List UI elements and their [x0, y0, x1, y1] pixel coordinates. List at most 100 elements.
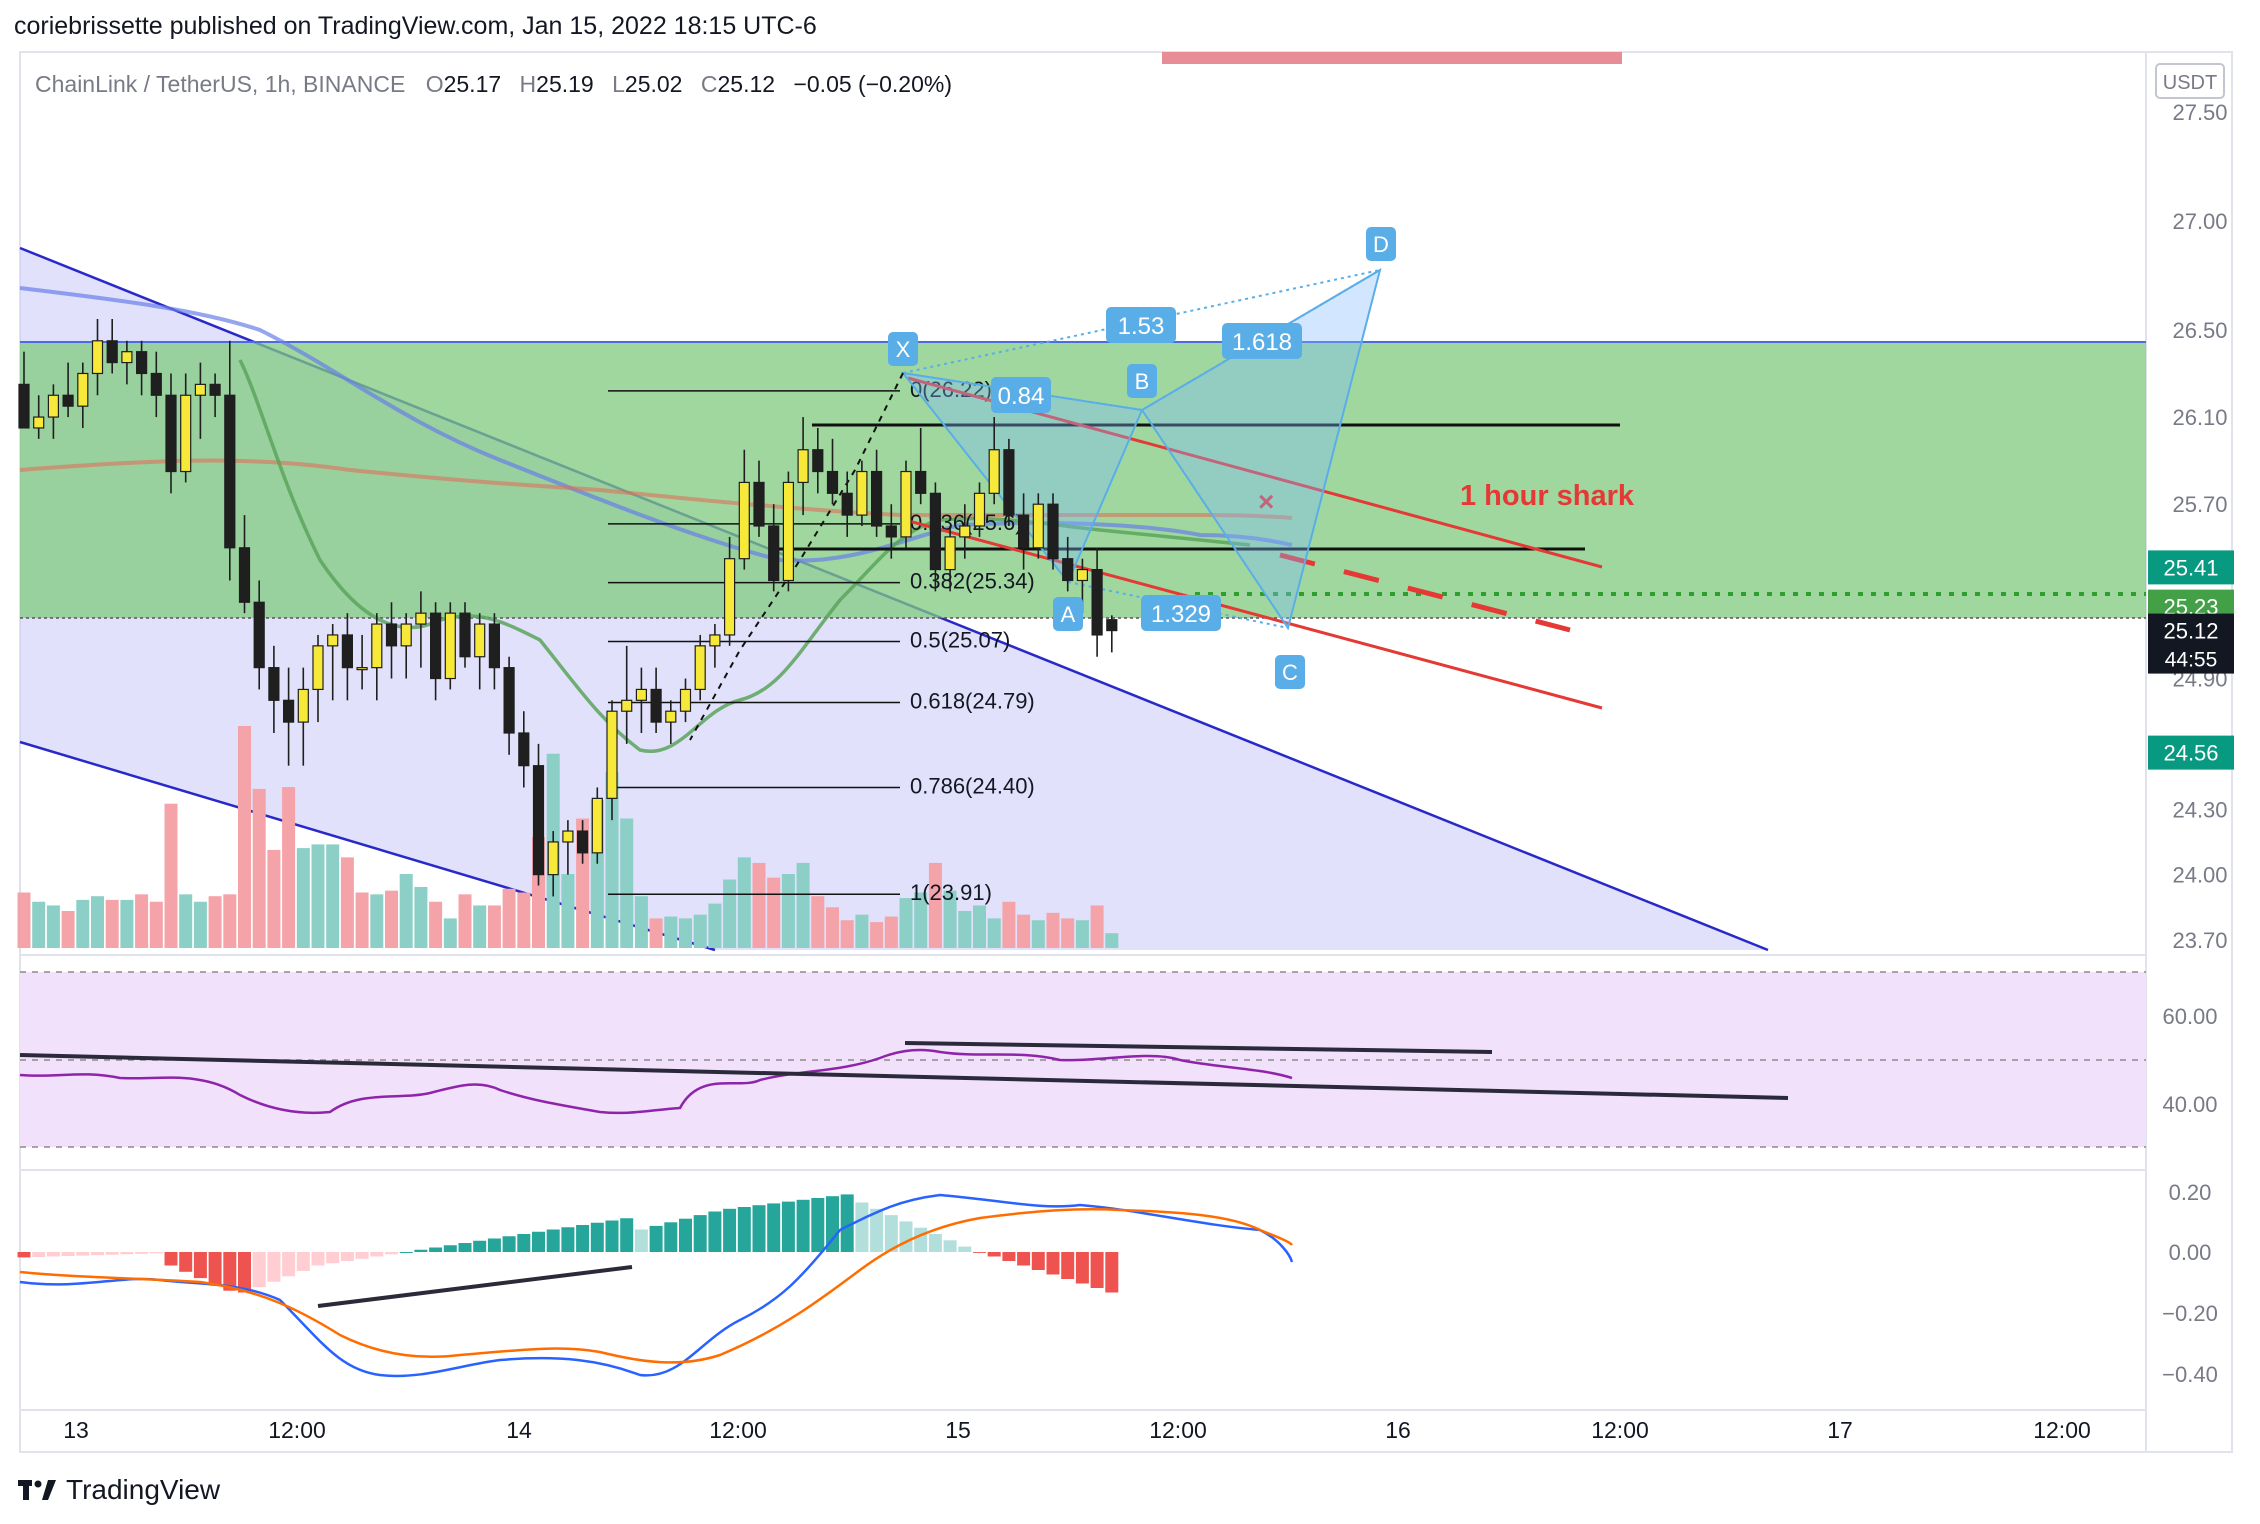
- price-axis[interactable]: 27.5027.0026.5026.1025.7024.9024.3024.00…: [2172, 100, 2227, 953]
- macd-histogram-bar: [987, 1252, 1001, 1257]
- harmonic-pattern: [689, 267, 1382, 741]
- fib-level-label: 0.618(24.79): [910, 688, 1035, 713]
- volume-bar: [208, 896, 222, 948]
- time-axis[interactable]: 13 12:00 14 12:00 15 12:00 16 12:00 17 12:00: [63, 1417, 2091, 1443]
- candle: [1032, 493, 1044, 559]
- volume-bar: [1002, 901, 1016, 948]
- candle-body: [1076, 568, 1089, 582]
- price-axis-label: 24.00: [2172, 863, 2227, 888]
- candle: [929, 482, 942, 592]
- volume-bar: [340, 857, 354, 948]
- candle: [723, 536, 736, 646]
- candle: [518, 711, 530, 788]
- candle-body: [283, 699, 295, 723]
- macd-histogram-bar: [943, 1240, 957, 1252]
- candle-body: [91, 340, 104, 375]
- volume-bar: [884, 916, 898, 948]
- volume-bar: [1031, 920, 1045, 948]
- candle: [371, 613, 383, 701]
- candle-body: [165, 394, 177, 473]
- macd-histogram-bar: [826, 1196, 839, 1252]
- macd-histogram-bar: [576, 1225, 590, 1252]
- candle-body: [929, 492, 942, 571]
- macd-histogram-bar: [17, 1252, 31, 1258]
- price-badge: 25.12 44:55: [2148, 613, 2234, 674]
- macd-histogram-bar: [252, 1252, 266, 1288]
- volume-bar: [826, 907, 839, 948]
- candle-body: [209, 383, 221, 396]
- candle: [180, 373, 192, 483]
- macd-histogram-bar: [179, 1252, 193, 1272]
- candle-body: [562, 830, 574, 843]
- candle-body: [312, 645, 324, 691]
- volume-bar: [914, 892, 928, 948]
- price-badge: 24.56: [2148, 735, 2234, 770]
- candle-body: [944, 536, 956, 571]
- candle: [547, 831, 559, 897]
- macd-histogram-bar: [840, 1194, 854, 1252]
- candle: [694, 634, 706, 701]
- harmonic-ratio: 0.84: [991, 377, 1051, 413]
- candle: [562, 820, 574, 875]
- candle: [33, 395, 45, 439]
- candle-body: [870, 470, 883, 527]
- volume-bar: [458, 894, 472, 948]
- candle-body: [194, 383, 206, 396]
- candle-body: [738, 481, 750, 560]
- volume-bar: [870, 922, 884, 948]
- candle: [341, 613, 353, 701]
- macd-histogram-bar: [1105, 1252, 1119, 1293]
- candle-body: [576, 830, 589, 854]
- volume-bar: [179, 894, 193, 948]
- macd-axis-label: 0.20: [2169, 1180, 2212, 1205]
- volume-bar: [811, 896, 825, 948]
- volume-bar: [149, 901, 163, 948]
- candle-body: [665, 710, 677, 723]
- harmonic-point-d: D: [1366, 227, 1396, 261]
- harmonic-ratio: 1.53: [1106, 307, 1176, 343]
- harmonic-ratio-badge: [1222, 323, 1302, 359]
- macd-axis-label: −0.20: [2162, 1301, 2218, 1326]
- candle: [856, 460, 868, 526]
- rsi-line: [19, 1048, 1293, 1115]
- harmonic-ratio-badge: [991, 377, 1051, 413]
- candle-body: [723, 558, 736, 636]
- candle: [665, 700, 677, 744]
- candle-body: [136, 351, 148, 375]
- macd-histogram-bar: [120, 1252, 134, 1255]
- volume-bar: [855, 914, 869, 948]
- candle-body: [988, 449, 1000, 494]
- candle-body: [385, 623, 398, 647]
- macd-histogram-bar: [326, 1252, 340, 1264]
- candle: [356, 634, 368, 690]
- volume-bar: [1105, 933, 1119, 948]
- rsi-axis-label: 60.00: [2162, 1004, 2217, 1029]
- macd-axis: 0.20 0.00 −0.20 −0.40: [2162, 1180, 2218, 1387]
- volume-bar: [840, 920, 854, 948]
- macd-histogram-bar: [238, 1252, 251, 1293]
- candle: [297, 667, 309, 766]
- volume-bar: [620, 818, 634, 948]
- candle-body: [591, 797, 603, 854]
- candle-body: [341, 634, 353, 669]
- candle-body: [694, 645, 706, 691]
- volume-bar: [296, 848, 310, 948]
- candle-body: [782, 481, 795, 582]
- macd-histogram-bar: [723, 1208, 737, 1252]
- time-axis-label: 12:00: [1591, 1417, 1649, 1443]
- tradingview-logo[interactable]: TradingView: [18, 1474, 220, 1506]
- volume-bar: [664, 916, 678, 948]
- candle-body: [826, 470, 839, 494]
- candle: [400, 613, 412, 679]
- currency-badge[interactable]: USDT: [2155, 63, 2225, 99]
- price-badge-bg: [2148, 735, 2234, 770]
- harmonic-point-label: A: [1061, 602, 1076, 627]
- candle: [488, 613, 500, 690]
- candle: [797, 417, 809, 516]
- candle-body: [753, 481, 765, 527]
- time-axis-label: 17: [1827, 1417, 1853, 1443]
- candle-body: [106, 340, 118, 364]
- macd-histogram-bar: [370, 1252, 384, 1257]
- candle: [988, 417, 1000, 505]
